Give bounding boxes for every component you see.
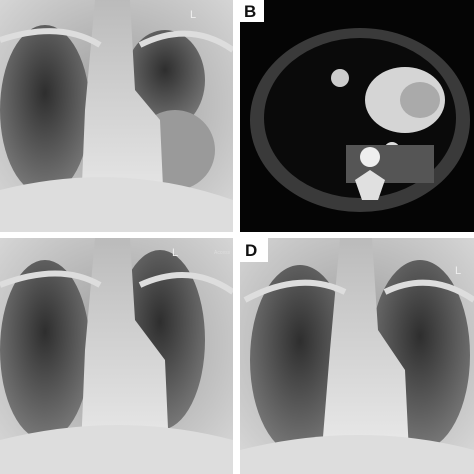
side-marker: L	[455, 265, 461, 277]
annotation: Access	[214, 250, 231, 256]
panel-d: D L	[240, 238, 474, 474]
side-marker: L	[172, 247, 178, 259]
panel-c: L Access	[0, 238, 233, 474]
panel-letter: D	[245, 241, 257, 260]
panel-b: B	[240, 0, 474, 232]
side-marker: L	[190, 9, 196, 21]
panel-letter: B	[244, 2, 256, 21]
panel-a: L	[0, 0, 233, 232]
